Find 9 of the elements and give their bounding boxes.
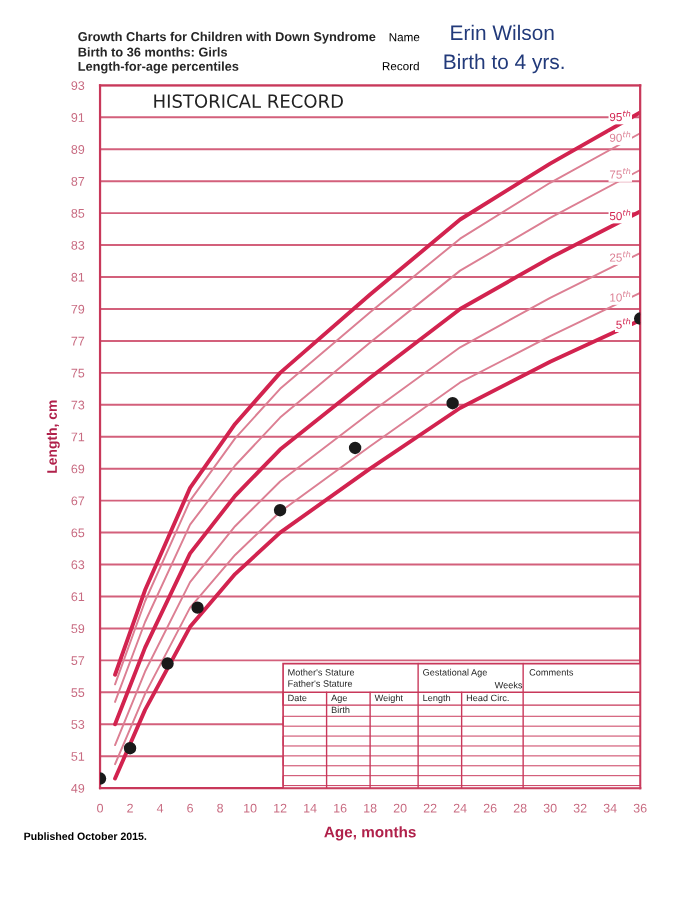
point (348, 441, 362, 455)
point (273, 504, 287, 517)
point (123, 742, 137, 755)
point (161, 657, 174, 670)
text: Erin Wilson (451, 24, 554, 41)
point (191, 601, 204, 614)
annotation: HISTORICAL RECORD (154, 94, 343, 108)
text: Birth to 4 yrs. (444, 53, 564, 74)
point (446, 397, 459, 410)
